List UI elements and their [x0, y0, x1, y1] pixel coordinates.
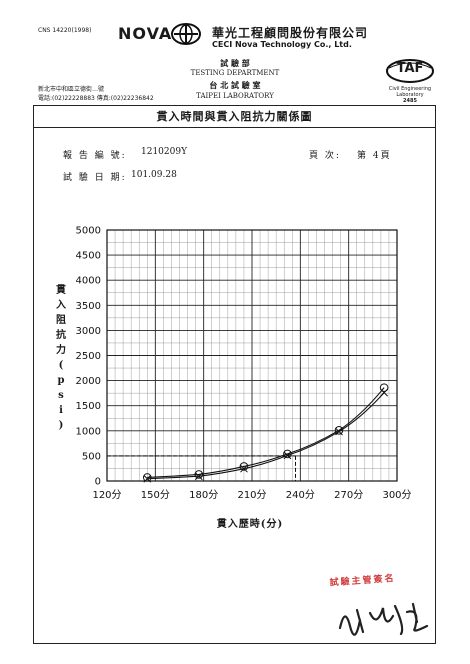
taf-caption-number: 2485: [403, 98, 417, 104]
page-value: 第 4頁: [357, 151, 392, 161]
report-frame: 貫入時間與貫入阻抗力關係圖 報 告 編 號: 1210209Y 頁 次: 第 4…: [33, 105, 436, 644]
x-tick-label: 300分: [382, 489, 411, 501]
y-tick-label: 2500: [76, 351, 101, 362]
signature-icon: [338, 602, 429, 636]
y-axis-label-char: 抗: [56, 330, 66, 341]
y-tick-label: 0: [95, 477, 101, 488]
y-tick-label: 5000: [76, 226, 101, 237]
data-point-circle: [379, 383, 389, 392]
company-logo-icon: [171, 23, 201, 45]
department-cn: 試 驗 部: [220, 58, 250, 68]
data-point-x: [335, 427, 343, 436]
report-title: 貫入時間與貫入阻抗力關係圖: [34, 106, 435, 128]
y-tick-label: 4000: [76, 276, 101, 287]
data-point-x: [380, 388, 388, 397]
x-tick-label: 240分: [286, 489, 315, 501]
series-line-2: [147, 392, 385, 480]
chart-series: [142, 383, 389, 483]
y-axis-ticks: 0 500 1000 1500 2000 2500 3000 3500 4000 4500 5000: [76, 226, 101, 488]
brand-name: NOVA: [118, 24, 173, 43]
x-tick-label: 150分: [141, 489, 170, 501]
data-point-circle: [239, 462, 249, 471]
x-tick-label: 270分: [334, 489, 363, 501]
taf-caption-line2: Laboratory: [396, 92, 424, 98]
standard-label: CNS 14220(1998): [38, 27, 92, 34]
y-axis-label-char: (: [58, 360, 64, 371]
y-axis-label-char: p: [57, 375, 65, 386]
page-label: 頁 次:: [309, 151, 341, 161]
y-axis-label-char: 入: [56, 300, 66, 311]
y-tick-label: 2000: [76, 376, 101, 387]
taf-logo-text: TAF: [396, 61, 424, 76]
y-tick-label: 3500: [76, 301, 101, 312]
y-tick-label: 3000: [76, 326, 101, 337]
x-axis-ticks: 120分 150分 180分 210分 240分 270分 300分: [92, 489, 411, 501]
plot-area: [106, 229, 398, 482]
data-point-x: [240, 464, 248, 473]
y-axis-label: 貫入阻抗力 ( p s i): [54, 283, 68, 433]
y-axis-label-char: s: [58, 390, 64, 401]
report-number-label: 報 告 編 號:: [63, 151, 127, 161]
test-date-value: 101.09.28: [131, 170, 177, 180]
y-tick-label: 500: [82, 451, 101, 462]
test-date-label: 試 驗 日 期:: [63, 173, 127, 183]
x-tick-label: 180分: [189, 489, 218, 501]
company-name-en: CECI Nova Technology Co., Ltd.: [212, 40, 352, 49]
taf-caption-line1: Civil Engineering: [388, 86, 432, 92]
x-axis-label: 貫入歷時(分): [216, 519, 284, 530]
series-line-1: [147, 387, 385, 479]
chart-reference-lines: [107, 455, 296, 481]
data-point-circle: [334, 425, 344, 435]
laboratory-cn: 台 北 試 驗 室: [209, 80, 261, 90]
address-text: 新北市中和區立德街…號: [38, 86, 105, 93]
y-axis-label-char: 貫: [56, 285, 66, 296]
phone-text: 電話:(02)22228883 傳真:(02)22236842: [38, 95, 154, 102]
x-tick-label: 210分: [237, 489, 266, 501]
taf-caption: Civil Engineering Laboratory 2485: [380, 86, 440, 104]
taf-logo-icon: [386, 59, 434, 83]
data-point-circle: [194, 470, 204, 479]
y-axis-label-char: ): [58, 420, 64, 431]
x-tick-label: 120分: [92, 489, 121, 501]
report-number-value: 1210209Y: [141, 147, 188, 157]
y-tick-label: 4500: [76, 251, 101, 262]
company-name-cn: 華光工程顧問股份有限公司: [212, 26, 369, 40]
y-axis-label-char: i: [59, 405, 63, 416]
department-en: TESTING DEPARTMENT: [190, 69, 280, 77]
y-axis-label-char: 力: [56, 345, 66, 356]
data-point-x: [194, 472, 203, 481]
y-tick-label: 1000: [76, 426, 101, 437]
y-axis-label-char: 阻: [56, 315, 66, 326]
data-point-x: [283, 451, 292, 460]
y-tick-label: 1500: [76, 401, 101, 412]
laboratory-en: TAIPEI LABORATORY: [196, 92, 274, 100]
